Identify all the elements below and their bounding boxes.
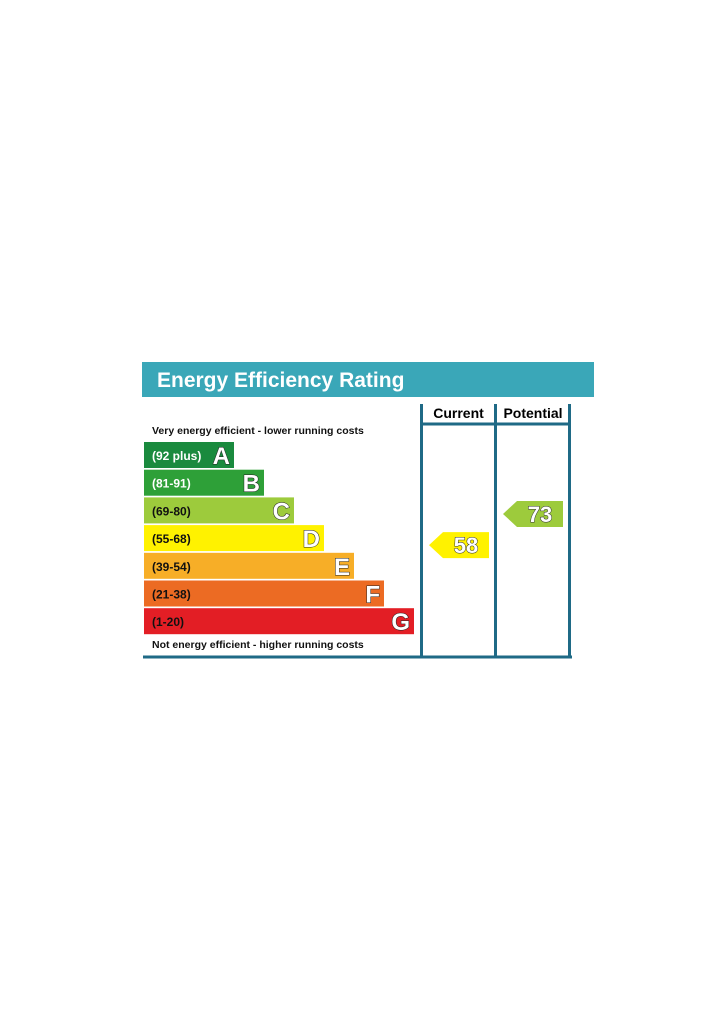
band-letter-b: B — [243, 471, 260, 498]
current-rating-value: 58 — [454, 533, 478, 558]
band-letter-a: A — [213, 443, 230, 470]
header-bar — [142, 362, 594, 397]
band-range-b: (81-91) — [152, 477, 191, 491]
column-header-potential: Potential — [503, 405, 562, 421]
band-letter-e: E — [334, 554, 350, 581]
top-caption: Very energy efficient - lower running co… — [152, 425, 364, 437]
band-letter-c: C — [273, 498, 290, 525]
band-bar-d — [144, 525, 324, 552]
bottom-caption: Not energy efficient - higher running co… — [152, 639, 364, 651]
rating-markers: 58 73 — [429, 500, 563, 559]
potential-rating-value: 73 — [528, 502, 552, 527]
potential-rating-arrow — [503, 500, 563, 527]
rating-bands: (92 plus) A (81-91) B (69-80) C (55-68) D (39-54… — [144, 442, 414, 637]
band-bar-f — [144, 580, 384, 607]
band-range-a: (92 plus) — [152, 449, 201, 463]
band-letter-g: G — [391, 609, 410, 636]
band-range-e: (39-54) — [152, 560, 191, 574]
band-range-c: (69-80) — [152, 504, 191, 518]
band-bar-g — [144, 608, 414, 635]
band-bar-e — [144, 552, 354, 579]
band-letter-d: D — [303, 526, 320, 553]
band-range-g: (1-20) — [152, 615, 184, 629]
column-header-current: Current — [433, 405, 484, 421]
band-range-f: (21-38) — [152, 588, 191, 602]
current-rating-arrow — [429, 532, 489, 559]
band-letter-f: F — [365, 582, 380, 609]
band-bar-a — [144, 442, 234, 468]
chart-title: Energy Efficiency Rating — [157, 369, 404, 392]
band-bar-c — [144, 497, 294, 524]
band-bar-b — [144, 469, 264, 496]
band-range-d: (55-68) — [152, 532, 191, 546]
